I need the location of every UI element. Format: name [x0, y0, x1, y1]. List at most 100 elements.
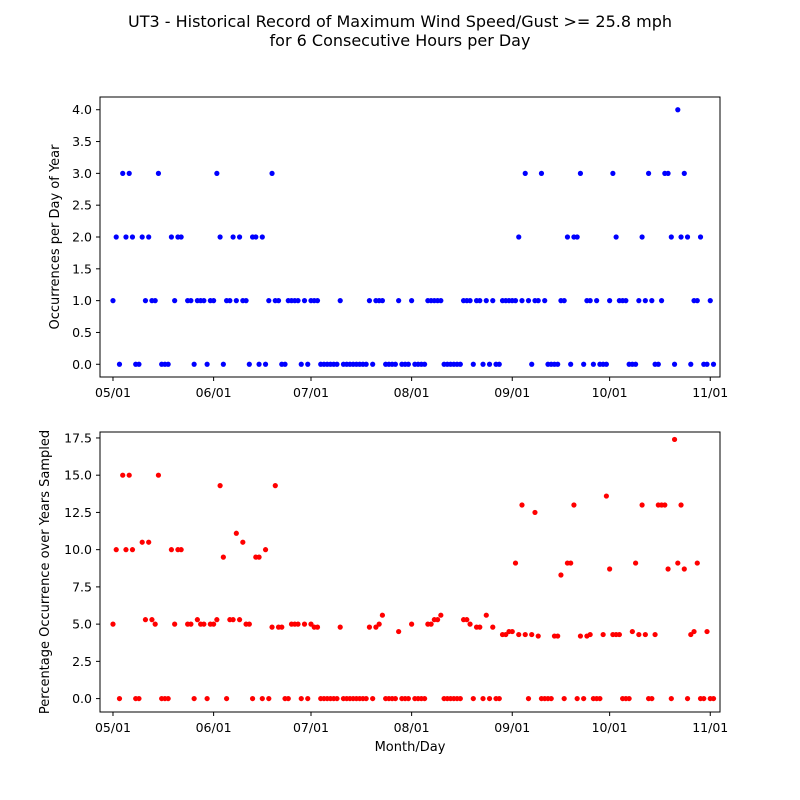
data-point — [561, 298, 567, 304]
data-point — [470, 361, 476, 367]
x-tick-label: 06/01 — [196, 720, 232, 735]
data-point — [146, 539, 152, 545]
data-point — [165, 361, 171, 367]
y-tick-label: 15.0 — [64, 468, 92, 483]
y-axis-label: Occurrences per Day of Year — [48, 144, 63, 330]
data-point — [600, 631, 606, 638]
data-point — [334, 361, 340, 367]
y-tick-label: 0.0 — [72, 691, 92, 706]
data-point — [568, 361, 574, 367]
data-point — [467, 621, 473, 627]
data-point — [470, 695, 476, 702]
data-point — [645, 170, 652, 176]
data-point — [337, 298, 343, 304]
data-point — [120, 472, 126, 478]
data-point — [642, 298, 648, 304]
data-point — [610, 170, 616, 176]
data-point — [165, 695, 171, 702]
chart-title: UT3 - Historical Record of Maximum Wind … — [0, 12, 800, 50]
data-point — [172, 621, 178, 627]
data-point — [594, 298, 600, 304]
data-point — [230, 617, 236, 623]
y-tick-label: 0.0 — [72, 357, 92, 372]
data-point — [211, 298, 217, 304]
data-point — [191, 361, 197, 367]
data-point — [675, 560, 681, 566]
data-point — [555, 633, 561, 639]
data-point — [704, 628, 710, 635]
data-point — [305, 361, 311, 367]
data-point — [496, 361, 502, 367]
data-point — [434, 617, 441, 623]
data-point — [681, 566, 687, 572]
data-point — [529, 361, 535, 367]
x-tick-label: 08/01 — [394, 385, 430, 400]
data-point — [370, 361, 376, 367]
data-point — [525, 695, 532, 702]
data-point — [707, 298, 713, 304]
data-point — [694, 298, 700, 304]
data-point — [681, 170, 687, 176]
data-point — [457, 695, 463, 702]
data-point — [139, 539, 145, 545]
data-point — [262, 361, 269, 367]
data-point — [113, 234, 119, 240]
data-point — [633, 361, 639, 367]
data-point — [396, 298, 402, 304]
y-tick-label: 0.5 — [72, 325, 92, 340]
data-point — [116, 695, 123, 702]
y-tick-label: 1.5 — [72, 261, 92, 276]
data-point — [282, 361, 288, 367]
data-point — [694, 560, 700, 566]
data-point — [684, 234, 691, 240]
percentage-panel: 05/01 06/01 07/01 08/01 09/01 10/01 11/01 0.0 2.… — [38, 430, 728, 755]
data-point — [152, 621, 158, 627]
data-point — [220, 554, 226, 560]
data-point — [597, 695, 603, 702]
data-point — [217, 483, 223, 489]
x-tick-label: 05/01 — [95, 720, 131, 735]
data-point — [480, 361, 486, 367]
y-tick-label: 7.5 — [72, 579, 92, 594]
data-point — [305, 695, 311, 702]
data-point — [555, 361, 561, 367]
data-point — [123, 234, 129, 240]
data-point — [649, 298, 655, 304]
data-point — [678, 234, 684, 240]
data-point — [538, 170, 545, 176]
data-point — [405, 695, 411, 702]
data-point — [214, 617, 220, 623]
data-point — [639, 502, 645, 508]
y-tick-label: 10.0 — [64, 542, 92, 557]
data-point — [568, 560, 574, 566]
data-point — [710, 361, 717, 367]
data-point — [483, 298, 489, 304]
data-point — [246, 361, 252, 367]
data-point — [652, 631, 658, 638]
data-point — [136, 695, 142, 702]
y-tick-label: 4.0 — [72, 102, 92, 117]
data-point — [480, 695, 486, 702]
data-point — [217, 234, 223, 240]
data-point — [574, 695, 580, 702]
data-point — [662, 502, 668, 508]
data-point — [172, 298, 178, 304]
data-point — [262, 547, 269, 553]
data-point — [334, 695, 340, 702]
data-point — [529, 631, 535, 638]
x-tick-label: 07/01 — [293, 385, 329, 400]
data-point — [246, 621, 252, 627]
data-point — [204, 695, 210, 702]
data-point — [295, 621, 301, 627]
occurrences-panel: 05/01 06/01 07/01 08/01 09/01 10/01 11/01 0.0 0.… — [48, 96, 728, 400]
data-point — [668, 234, 674, 240]
data-point — [603, 361, 609, 367]
data-point — [266, 695, 272, 702]
data-point — [587, 631, 593, 638]
data-point — [675, 107, 681, 113]
data-point — [688, 361, 694, 367]
data-point — [490, 298, 496, 304]
data-point — [535, 298, 541, 304]
data-point — [110, 298, 116, 304]
data-point — [710, 695, 717, 702]
